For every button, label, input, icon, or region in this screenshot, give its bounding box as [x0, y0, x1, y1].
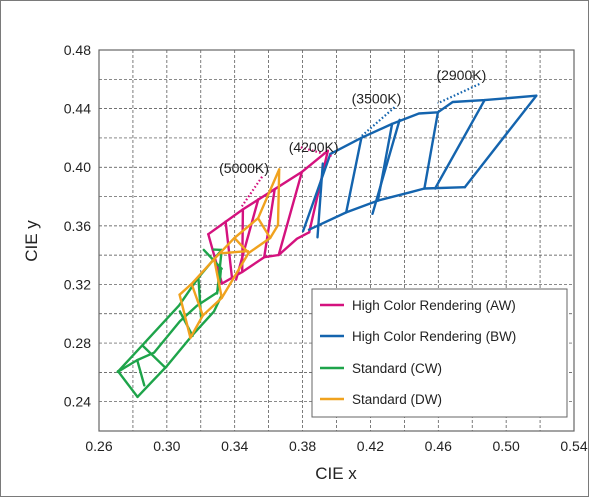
- y-tick-label: 0.48: [64, 42, 91, 58]
- legend-item-bw: High Color Rendering (BW): [320, 329, 516, 344]
- series-line: [190, 282, 205, 317]
- legend-box: [311, 288, 568, 418]
- series-line: [276, 168, 281, 227]
- series-line: [224, 220, 234, 280]
- x-axis-title: CIE x: [315, 464, 357, 483]
- legend-label-cw: Standard (CW): [352, 361, 442, 376]
- legend-label-aw: High Color Rendering (AW): [352, 298, 516, 313]
- series-3: [178, 168, 281, 339]
- y-tick-label: 0.32: [64, 276, 91, 292]
- x-tick-label: 0.42: [357, 438, 384, 454]
- x-tick-label: 0.34: [221, 438, 248, 454]
- series-line: [433, 98, 486, 190]
- cct-label: (5000K): [219, 160, 269, 176]
- plot-area-border: [98, 49, 575, 432]
- legend-label-dw: Standard (DW): [352, 392, 442, 407]
- series-line: [263, 187, 276, 259]
- series-line: [178, 168, 281, 296]
- series-line: [256, 216, 272, 240]
- y-tick-label: 0.36: [64, 218, 91, 234]
- y-tick-label: 0.28: [64, 335, 91, 351]
- series-line: [301, 152, 332, 233]
- series-line: [212, 257, 224, 300]
- legend: High Color Rendering (AW) High Color Ren…: [311, 288, 568, 418]
- y-tick-label: 0.24: [64, 394, 91, 410]
- cct-label: (4200K): [289, 139, 339, 155]
- series-line: [423, 111, 440, 190]
- series-line: [116, 370, 139, 399]
- series-line: [463, 94, 538, 189]
- series-2: [116, 248, 223, 399]
- x-tick-label: 0.26: [85, 438, 112, 454]
- series-line: [178, 293, 192, 339]
- series-line: [316, 162, 324, 239]
- x-tick-label: 0.30: [153, 438, 180, 454]
- cct-annotations: (5000K) (4200K) (3500K) (2900K): [219, 67, 486, 208]
- legend-item-cw: Standard (CW): [320, 361, 442, 376]
- series-line: [307, 185, 466, 231]
- series-line: [371, 118, 401, 216]
- y-tick-label: 0.44: [64, 101, 91, 117]
- x-tick-label: 0.50: [493, 438, 520, 454]
- series-line: [215, 248, 223, 295]
- series-line: [345, 136, 363, 214]
- tick-labels: 0.26 0.30 0.34 0.38 0.42 0.46 0.50 0.54 0.24 0.28…: [64, 42, 588, 454]
- y-tick-label: 0.40: [64, 159, 91, 175]
- x-tick-label: 0.38: [289, 438, 316, 454]
- legend-item-aw: High Color Rendering (AW): [320, 298, 516, 313]
- series-line: [277, 170, 304, 257]
- series-line: [135, 358, 146, 387]
- cct-label: (2900K): [436, 67, 486, 83]
- series-layer: [116, 94, 538, 399]
- series-line: [329, 94, 538, 156]
- series-1: [301, 94, 538, 239]
- annotation-leader: [299, 145, 332, 158]
- series-line: [221, 249, 250, 255]
- x-tick-label: 0.54: [560, 438, 587, 454]
- series-line: [141, 344, 167, 369]
- legend-label-bw: High Color Rendering (BW): [352, 329, 516, 344]
- series-line: [308, 149, 329, 234]
- legend-item-dw: Standard (DW): [320, 392, 442, 407]
- annotation-leader: [437, 83, 480, 105]
- series-line: [189, 223, 280, 339]
- y-axis-title: CIE y: [22, 220, 41, 262]
- x-tick-label: 0.46: [425, 438, 452, 454]
- cct-label: (3500K): [352, 90, 402, 106]
